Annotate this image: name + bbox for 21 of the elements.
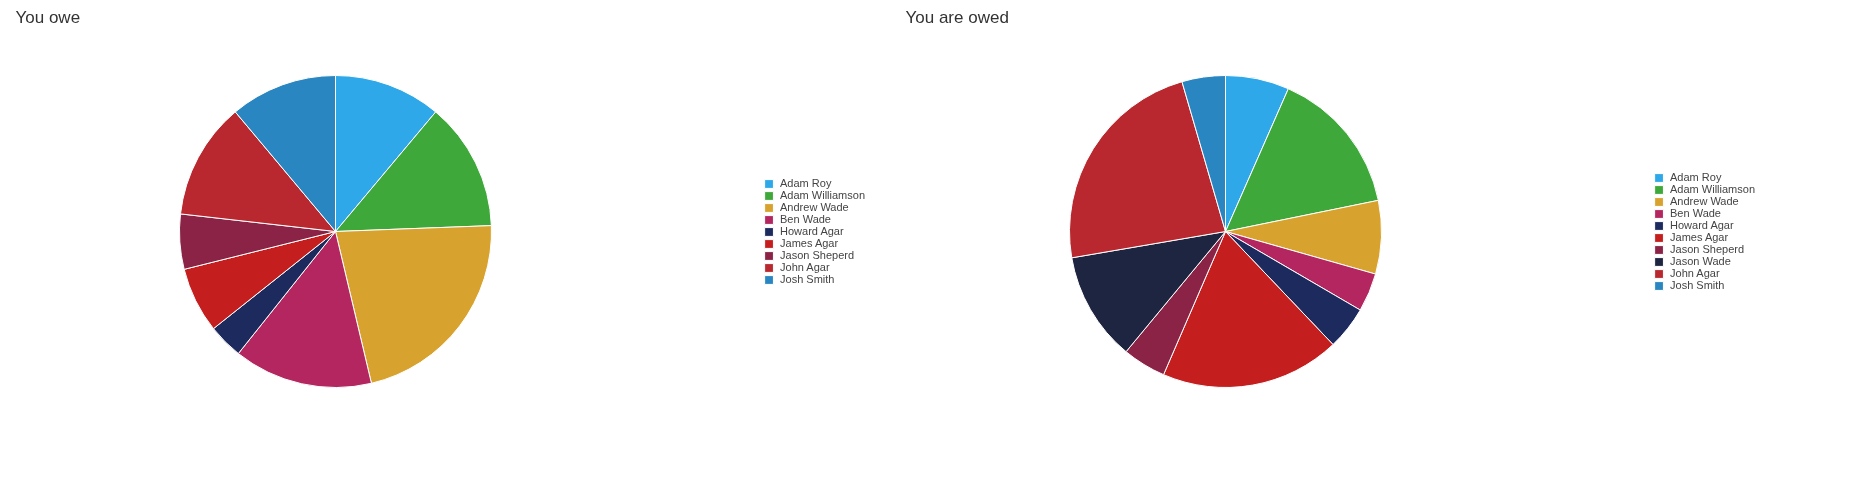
legend-label: Jason Sheperd xyxy=(780,249,855,261)
legend-label: James Agar xyxy=(780,237,839,249)
legend-label: Ben Wade xyxy=(1670,207,1721,219)
legend-label: Ben Wade xyxy=(780,213,831,225)
legend-label: Jason Wade xyxy=(1670,255,1731,267)
legend-label: Adam Williamson xyxy=(780,189,865,201)
legend-label: Howard Agar xyxy=(780,225,844,237)
legend-label: John Agar xyxy=(1670,267,1720,279)
legend-label: John Agar xyxy=(780,261,830,273)
legend-label: Andrew Wade xyxy=(780,201,849,213)
chart-title: You owe xyxy=(15,7,81,27)
legend-label: Adam Roy xyxy=(1670,171,1722,183)
legend-label: James Agar xyxy=(1670,231,1729,243)
legend-label: Howard Agar xyxy=(1670,219,1734,231)
chart-title: You are owed xyxy=(905,7,1009,27)
legend-label: Adam Williamson xyxy=(1670,183,1755,195)
legend-label: Jason Sheperd xyxy=(1670,243,1745,255)
legend-label: Andrew Wade xyxy=(1670,195,1739,207)
legend-label: Adam Roy xyxy=(780,177,832,189)
legend-label: Josh Smith xyxy=(1670,279,1725,291)
legend-label: Josh Smith xyxy=(780,273,835,285)
